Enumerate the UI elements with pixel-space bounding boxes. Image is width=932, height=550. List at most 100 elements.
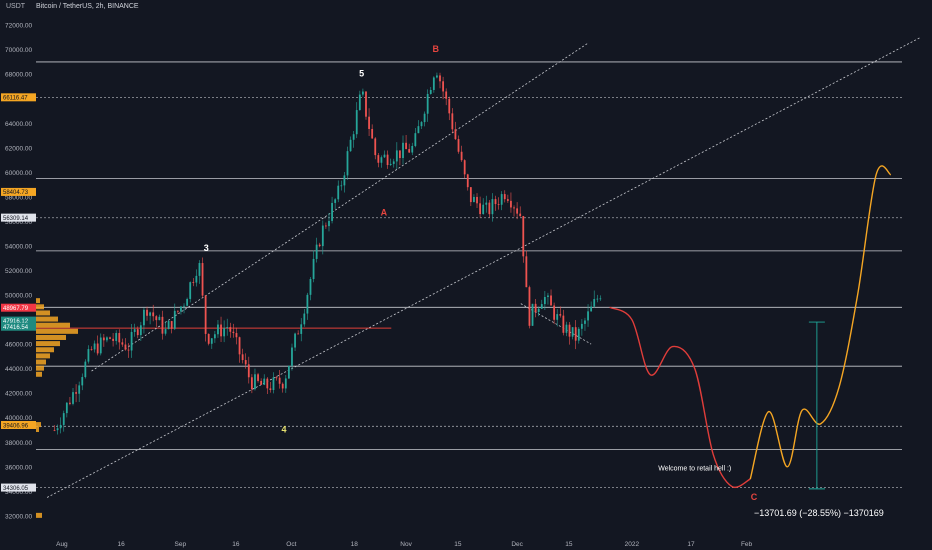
- candle-body: [93, 343, 96, 350]
- candle-body: [272, 377, 275, 391]
- candle-body: [75, 392, 77, 394]
- level-lines[interactable]: [36, 61, 902, 489]
- volume-profile-bar: [36, 316, 58, 322]
- upper-channel-line[interactable]: [91, 43, 588, 372]
- candle-body: [355, 110, 358, 135]
- candle-body: [417, 126, 420, 134]
- candle-body: [593, 299, 596, 307]
- candle-body: [516, 208, 519, 214]
- candle-body: [506, 199, 509, 201]
- price-badge-label: 58404.73: [3, 190, 29, 196]
- time-axis[interactable]: Aug 16 Sep 16 Oct 18 Nov 15 Dec 15 2022 17 Feb: [56, 541, 752, 548]
- candle-body: [550, 295, 552, 306]
- candle-body: [528, 287, 531, 326]
- candle-body: [457, 139, 460, 152]
- candle-body: [587, 311, 589, 321]
- price-badge-label: 34306.05: [3, 486, 29, 492]
- candle-body: [115, 333, 118, 341]
- volume-profile-bar: [36, 359, 46, 365]
- candle-body: [87, 349, 90, 362]
- y-tick-label: 70000.00: [5, 47, 32, 54]
- candle-body: [136, 329, 139, 336]
- red-projection-path[interactable]: [609, 306, 751, 489]
- candle-body: [133, 329, 136, 332]
- symbol-title: Bitcoin / TetherUS, 2h, BINANCE: [36, 3, 139, 10]
- candle-body: [466, 174, 469, 188]
- candle-body: [213, 334, 216, 339]
- y-tick-label: 64000.00: [5, 121, 32, 128]
- candle-body: [263, 378, 266, 385]
- candle-body: [479, 203, 482, 215]
- price-badge: [1, 322, 36, 331]
- orange-projection-path[interactable]: [749, 165, 892, 480]
- volume-profile-bar: [36, 347, 54, 353]
- candle-body: [485, 202, 488, 205]
- candle-body: [543, 297, 546, 305]
- candle-body: [340, 185, 343, 187]
- volume-profile-bar: [36, 304, 44, 310]
- candle-body: [121, 342, 124, 345]
- wave-label: 4: [281, 424, 286, 434]
- candle-body: [269, 388, 272, 391]
- candle-body: [580, 323, 583, 329]
- wave-label: 3: [204, 243, 209, 253]
- candle-body: [395, 150, 398, 162]
- volume-profile: [36, 298, 78, 518]
- candle-body: [389, 163, 392, 165]
- candle-body: [365, 91, 367, 117]
- candle-body: [158, 316, 161, 321]
- candle-body: [519, 213, 522, 217]
- candle-body: [130, 331, 133, 351]
- candle-body: [571, 327, 574, 337]
- volume-profile-bar: [36, 341, 60, 347]
- y-tick-label: 44000.00: [5, 366, 32, 373]
- y-tick-label: 56000.00: [5, 219, 32, 226]
- candle-body: [513, 207, 515, 209]
- candle-body: [210, 338, 213, 344]
- candle-body: [303, 313, 306, 325]
- candle-body: [65, 402, 68, 414]
- wave-label: C: [751, 492, 758, 502]
- y-tick-label: 32000.00: [5, 513, 32, 520]
- candle-body: [312, 258, 315, 280]
- candle-body: [497, 204, 500, 205]
- candle-body: [469, 187, 472, 203]
- candle-body: [362, 91, 364, 95]
- x-tick-label: Feb: [741, 541, 753, 548]
- candle-body: [180, 306, 182, 312]
- candle-body: [460, 151, 463, 161]
- measure-tool[interactable]: −13701.69 (−28.55%) −1370169: [754, 321, 884, 518]
- price-badge: [1, 316, 36, 325]
- measure-readout: −13701.69 (−28.55%) −1370169: [754, 508, 884, 518]
- volume-profile-bar: [36, 371, 42, 377]
- volume-profile-bar: [36, 422, 41, 428]
- y-tick-label: 68000.00: [5, 72, 32, 79]
- x-tick-label: 15: [565, 541, 573, 548]
- candle-body: [192, 282, 195, 283]
- lower-channel-line[interactable]: [46, 37, 921, 498]
- candle-body: [189, 282, 192, 299]
- candle-body: [315, 244, 318, 259]
- candle-body: [537, 308, 540, 312]
- candle-body: [204, 295, 207, 334]
- volume-profile-bar: [36, 310, 50, 316]
- price-badge: [1, 213, 36, 222]
- candle-body: [331, 202, 333, 221]
- y-tick-label: 46000.00: [5, 342, 32, 349]
- candle-body: [167, 321, 170, 330]
- candle-body: [164, 329, 167, 334]
- candle-body: [534, 303, 537, 312]
- x-tick-label: 2022: [625, 541, 640, 548]
- candle-body: [201, 263, 204, 296]
- price-badge: [1, 420, 36, 429]
- candle-body: [488, 202, 491, 215]
- x-tick-label: 16: [232, 541, 240, 548]
- candle-body: [186, 298, 189, 306]
- projection-layer[interactable]: [609, 165, 892, 489]
- candle-body: [383, 154, 386, 158]
- candle-body: [102, 337, 105, 341]
- candle-body: [525, 256, 528, 288]
- wave-annotations: 3 5 B A 4 C Welcome to retail hell :): [204, 44, 758, 502]
- candle-body: [291, 347, 293, 366]
